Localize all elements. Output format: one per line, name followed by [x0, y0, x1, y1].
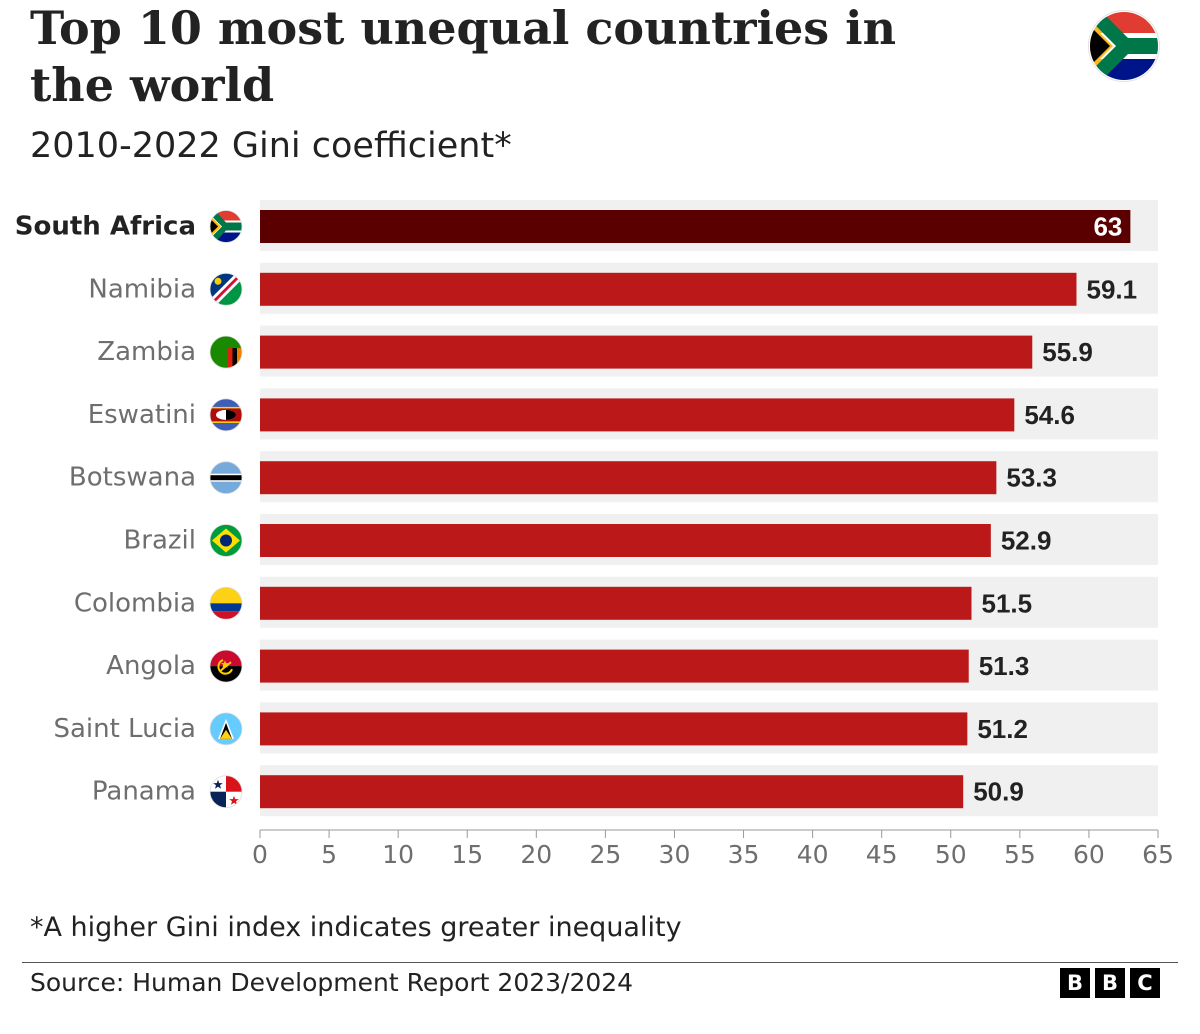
brazil-flag-icon	[209, 524, 243, 557]
botswana-flag-icon	[209, 461, 243, 495]
x-tick-label: 60	[1073, 840, 1105, 869]
x-tick-label: 40	[797, 840, 829, 869]
value-label: 55.9	[1042, 337, 1093, 367]
value-label: 53.3	[1006, 463, 1057, 493]
namibia-flag-icon	[209, 272, 243, 306]
value-label: 59.1	[1086, 274, 1137, 304]
colombia-flag-icon	[209, 586, 243, 620]
x-tick-label: 65	[1142, 840, 1174, 869]
bar	[260, 335, 1033, 369]
x-tick-label: 15	[451, 840, 483, 869]
x-tick-label: 10	[382, 840, 414, 869]
value-label: 51.5	[981, 588, 1032, 618]
bar-chart: 63 South Africa 59.1 Namibia 55.9 Zambia 54.6 E…	[15, 200, 1174, 869]
angola-flag-icon	[209, 649, 243, 683]
category-label: Namibia	[88, 274, 196, 304]
bar	[260, 524, 991, 557]
category-label: Saint Lucia	[53, 714, 196, 744]
bar	[260, 461, 997, 495]
category-label: Zambia	[97, 337, 196, 367]
footer-divider	[22, 962, 1178, 963]
eswatini-flag-icon	[209, 398, 243, 432]
south-africa-flag-icon	[209, 210, 243, 243]
bar	[260, 398, 1015, 432]
bbc-logo: B B C	[1060, 968, 1160, 998]
logo-letter: C	[1130, 968, 1160, 998]
category-label: Panama	[92, 777, 196, 807]
logo-letter: B	[1095, 968, 1125, 998]
x-tick-label: 5	[321, 840, 337, 869]
bar	[260, 649, 969, 683]
saint-lucia-flag-icon	[209, 712, 243, 746]
value-label: 63	[1093, 212, 1122, 242]
category-label: Colombia	[74, 588, 196, 618]
x-tick-label: 35	[728, 840, 760, 869]
value-label: 52.9	[1001, 526, 1052, 556]
chart-subtitle: 2010-2022 Gini coefficient*	[30, 126, 512, 166]
value-label: 51.3	[979, 651, 1030, 681]
bar	[260, 712, 968, 746]
zambia-flag-icon	[209, 335, 243, 369]
panama-flag-icon	[209, 775, 243, 809]
chart-title: Top 10 most unequal countries in the wor…	[30, 1, 897, 112]
bar	[260, 210, 1131, 243]
category-label: South Africa	[15, 212, 196, 242]
x-tick-label: 0	[252, 840, 268, 869]
category-label: Brazil	[123, 526, 196, 556]
x-tick-label: 50	[935, 840, 967, 869]
bar	[260, 775, 964, 809]
category-label: Botswana	[69, 463, 196, 493]
x-tick-label: 20	[520, 840, 552, 869]
category-label: Angola	[106, 651, 196, 681]
footnote: *A higher Gini index indicates greater i…	[30, 912, 682, 943]
x-tick-label: 55	[1004, 840, 1036, 869]
bar	[260, 272, 1077, 306]
south-africa-flag-icon	[1088, 10, 1160, 82]
x-tick-label: 45	[866, 840, 898, 869]
x-tick-label: 30	[659, 840, 691, 869]
bar	[260, 586, 972, 620]
value-label: 51.2	[977, 714, 1028, 744]
logo-letter: B	[1060, 968, 1090, 998]
source-text: Source: Human Development Report 2023/20…	[30, 968, 634, 997]
value-label: 50.9	[973, 777, 1024, 807]
category-label: Eswatini	[88, 400, 196, 430]
value-label: 54.6	[1024, 400, 1075, 430]
x-tick-label: 25	[589, 840, 621, 869]
